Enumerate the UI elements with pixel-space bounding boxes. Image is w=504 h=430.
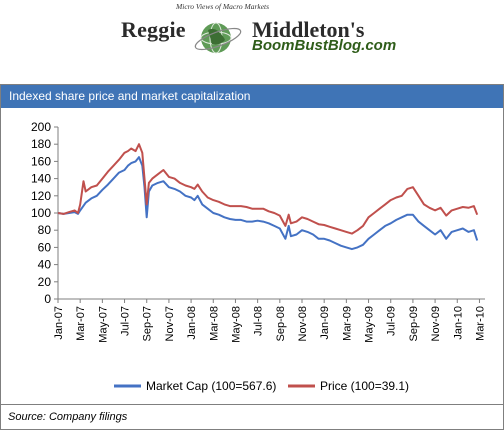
x-tick-label: Nov-07 [164, 306, 176, 341]
logo-site: BoomBustBlog.com [252, 37, 397, 54]
series-line-market-cap [57, 156, 479, 251]
chart-header-title: Indexed share price and market capitaliz… [9, 89, 251, 103]
y-tick-label: 100 [31, 206, 51, 220]
logo-name-last: Middleton's [252, 17, 365, 42]
x-tick-label: Mar-08 [208, 306, 220, 341]
y-tick-label: 80 [38, 223, 52, 237]
x-tick-label: Jan-09 [319, 306, 331, 340]
chart-ticks: 0 20 40 60 80 100 120 140 160 180 200 Jan-07 Mar-07 M… [31, 120, 486, 343]
y-tick-label: 20 [38, 275, 52, 289]
logo-tagline: Micro Views of Macro Markets [176, 2, 270, 11]
y-tick-label: 60 [38, 240, 52, 254]
x-tick-label: Nov-08 [297, 306, 309, 341]
x-tick-label: Nov-09 [430, 306, 442, 341]
logo-name-first: Reggie [121, 17, 186, 42]
x-tick-label: Sep-08 [275, 306, 287, 341]
x-tick-label: Jul-09 [386, 306, 398, 336]
globe-icon [194, 22, 242, 54]
y-tick-label: 40 [38, 258, 52, 272]
y-tick-label: 200 [31, 120, 51, 134]
line-chart: 0 20 40 60 80 100 120 140 160 180 200 Jan-07 Mar-07 M… [31, 120, 486, 393]
x-tick-label: Mar-07 [75, 306, 87, 341]
x-tick-label: Jan-08 [186, 306, 198, 340]
series-line-price [57, 143, 479, 235]
x-tick-label: Sep-07 [142, 306, 154, 341]
y-tick-label: 120 [31, 189, 51, 203]
source-text: Source: Company filings [8, 411, 128, 423]
legend-label-price: Price (100=39.1) [320, 379, 409, 393]
x-tick-label: Jul-08 [253, 306, 265, 336]
legend-label-market-cap: Market Cap (100=567.6) [146, 379, 276, 393]
chart-lines [57, 143, 479, 251]
x-tick-label: May-08 [230, 306, 242, 343]
blog-logo: Micro Views of Macro Markets Reggie Midd… [0, 0, 504, 72]
source-bar: Source: Company filings [1, 404, 503, 430]
y-tick-label: 140 [31, 172, 51, 186]
chart-legend: Market Cap (100=567.6) Price (100=39.1) [114, 379, 409, 393]
chart-frame: Indexed share price and market capitaliz… [0, 84, 504, 430]
x-tick-label: Sep-09 [408, 306, 420, 341]
x-tick-label: May-07 [97, 306, 109, 343]
x-tick-label: Jan-07 [53, 306, 65, 340]
x-tick-label: Jul-07 [120, 306, 132, 336]
y-tick-label: 160 [31, 154, 51, 168]
x-tick-label: Mar-09 [341, 306, 353, 341]
x-tick-label: May-09 [364, 306, 376, 343]
y-tick-label: 0 [44, 292, 51, 306]
chart-header: Indexed share price and market capitaliz… [1, 85, 503, 108]
x-tick-label: Mar-10 [474, 306, 486, 341]
y-tick-label: 180 [31, 137, 51, 151]
x-tick-label: Jan-10 [452, 306, 464, 340]
